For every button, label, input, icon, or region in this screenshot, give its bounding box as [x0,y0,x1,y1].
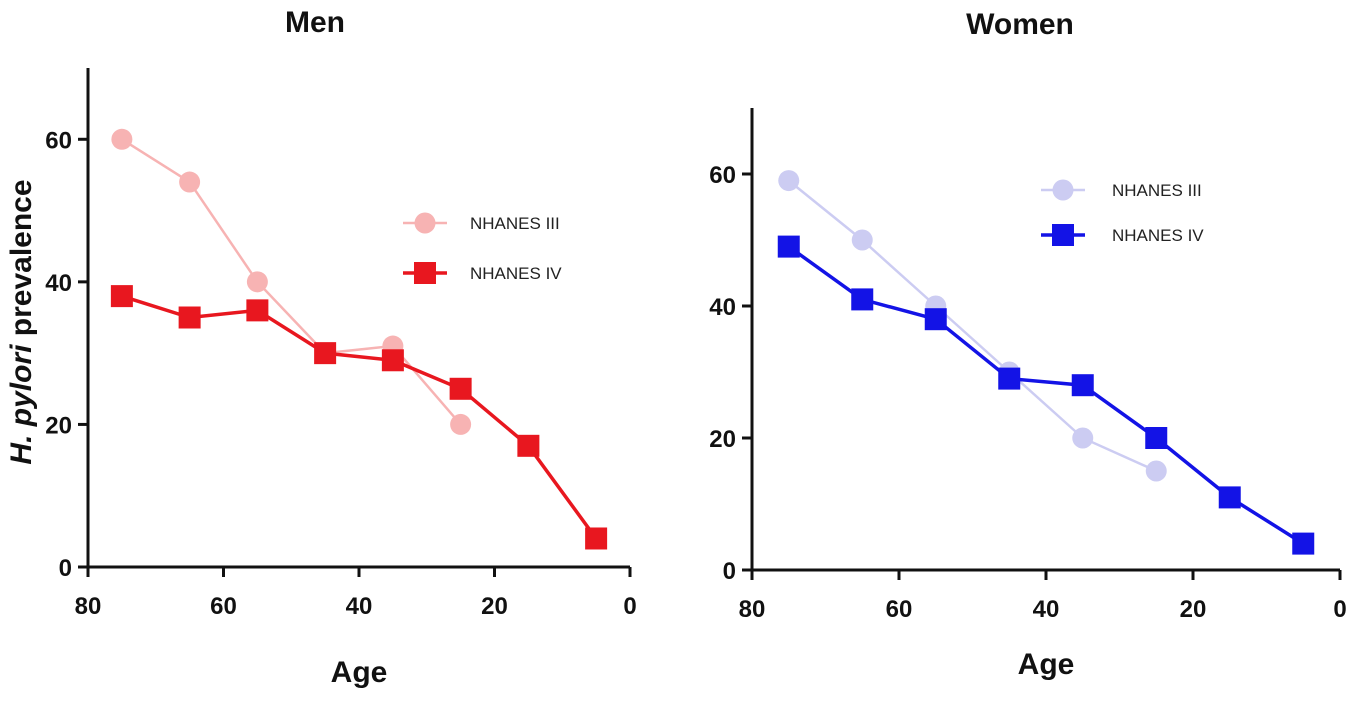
data-point-square [381,349,404,372]
data-point-square [777,235,800,258]
y-tick-label: 20 [45,412,72,439]
data-point-circle [851,229,873,251]
data-point-square [851,288,874,311]
x-tick-label: 60 [886,596,913,623]
legend-entry: NHANES III [403,212,560,234]
data-point-square [1218,486,1241,509]
y-tick-label: 0 [59,555,72,582]
x-tick-label: 80 [739,596,766,623]
data-point-square [517,434,540,457]
series-2 [777,235,1315,555]
legend-label: NHANES IV [470,264,562,283]
data-point-square [1145,427,1168,449]
legend-entry: NHANES IV [403,262,562,284]
series-line [121,138,462,426]
legend-entry: NHANES III [1041,179,1202,201]
legend-marker-circle [414,212,436,234]
y-tick-label: 60 [709,162,736,189]
chart-title: Women [966,8,1074,41]
series-1 [778,170,1167,482]
data-point-circle [450,413,472,435]
x-tick-label: 0 [623,593,636,620]
x-tick-label: 40 [346,593,373,620]
legend-entry: NHANES IV [1041,224,1204,246]
x-axis-title: Age [1018,648,1075,681]
data-point-circle [111,128,133,150]
men-panel: Men 80 60 40 20 0 0 20 40 60 Age H. pylori prevalen… [5,6,637,689]
data-point-square [246,299,269,322]
chart-title: Men [285,6,345,39]
x-tick-label: 20 [1180,596,1207,623]
legend-marker-square [1052,224,1074,246]
data-point-square [998,367,1021,390]
data-point-square [449,377,472,400]
series-line [787,245,1305,546]
series-line [787,179,1157,473]
y-axis-title-rest: prevalence [5,179,38,344]
y-axis-title: H. pylori prevalence [5,179,38,464]
y-tick-label: 40 [709,294,736,321]
series-line [121,294,598,540]
x-tick-label: 40 [1033,596,1060,623]
x-tick-label: 60 [210,593,237,620]
y-axis-title-italic: H. pylori [5,344,38,465]
y-tick-label: 0 [723,558,736,585]
data-point-square [585,527,608,550]
data-point-square [924,308,947,331]
x-tick-label: 80 [75,593,102,620]
data-point-circle [1072,427,1094,449]
x-axis-title: Age [331,656,388,689]
legend-marker-square [414,262,436,284]
legend-label: NHANES III [1112,181,1202,200]
x-tick-label: 0 [1333,596,1346,623]
data-point-square [314,342,337,365]
y-tick-label: 20 [709,426,736,453]
data-point-circle [1145,460,1167,482]
y-tick-label: 60 [45,127,72,154]
x-tick-label: 20 [481,593,508,620]
data-point-square [178,306,201,329]
legend-label: NHANES III [470,214,560,233]
data-point-square [110,285,133,308]
legend-marker-circle [1052,179,1074,201]
data-point-square [1071,374,1094,397]
data-point-circle [179,171,201,193]
legend-label: NHANES IV [1112,226,1204,245]
series-2 [110,285,608,550]
data-point-circle [778,170,800,192]
data-point-circle [246,271,268,293]
data-point-square [1292,532,1315,555]
y-tick-label: 40 [45,270,72,297]
women-panel: Women 80 60 40 20 0 0 20 40 60 Age NHANES III NHANES… [709,8,1346,681]
